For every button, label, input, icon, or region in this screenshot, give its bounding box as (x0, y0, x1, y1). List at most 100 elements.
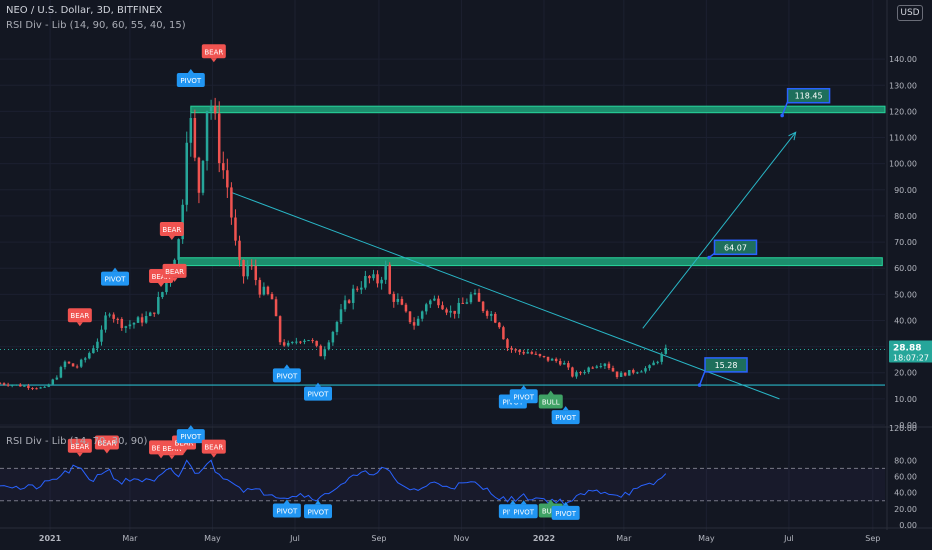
candle (282, 339, 286, 347)
bear-marker-box (67, 438, 92, 453)
candle (323, 346, 327, 360)
candle (83, 356, 87, 363)
candle (250, 259, 253, 270)
candle-body (477, 292, 481, 302)
candle-body (303, 340, 306, 342)
candle (498, 321, 501, 329)
candle (546, 356, 550, 363)
candle-body (453, 310, 456, 314)
candle-body (230, 187, 233, 218)
pivot-marker-pointer (315, 500, 322, 505)
candle (266, 285, 270, 296)
candle-body (274, 299, 278, 317)
candle (331, 330, 335, 346)
bull-marker: BULL (538, 390, 563, 409)
rsi-tick-label: 20.00 (894, 505, 917, 514)
candle (75, 364, 79, 369)
candle (420, 310, 424, 322)
candle-body (583, 372, 586, 374)
candle (477, 288, 481, 302)
candle (429, 299, 432, 308)
rsi-tick-label: 60.00 (894, 473, 917, 482)
candle (457, 297, 460, 319)
candle (2, 382, 6, 386)
pivot-marker-text: PIVOT (105, 276, 126, 284)
candle (14, 384, 18, 386)
candle (368, 275, 371, 284)
candle-body (449, 310, 452, 313)
candle (425, 302, 428, 315)
candle-body (636, 372, 639, 374)
bear-marker-pointer (210, 58, 217, 63)
candle (209, 99, 213, 120)
candle (79, 358, 83, 369)
pivot-marker: PIVOT (101, 267, 130, 286)
price-callout-anchor (697, 383, 702, 387)
candle (59, 365, 63, 379)
candle-body (368, 276, 371, 279)
candle (278, 315, 282, 345)
bull-marker-text: BULL (542, 507, 560, 515)
time-tick-label: 2022 (533, 534, 555, 543)
candle (189, 112, 193, 157)
candle-body (222, 163, 225, 171)
candle (234, 209, 237, 246)
time-tick-label: 2021 (39, 534, 62, 543)
candle-body (299, 341, 302, 343)
bull-marker-text: BULL (542, 398, 560, 406)
bear-marker-box (67, 308, 92, 323)
price-callout-anchor (780, 113, 784, 118)
rsi-tick-label: 120.00 (889, 424, 917, 433)
price-tick-label: 80.00 (894, 212, 917, 221)
candle-body (351, 288, 355, 303)
candle-body (469, 294, 473, 303)
candle-body (400, 298, 404, 305)
candle-body (615, 371, 619, 377)
candle (185, 131, 189, 212)
candle-body (404, 304, 408, 312)
bear-marker-box (162, 263, 187, 278)
candle-body (319, 345, 322, 357)
candle-body (120, 318, 124, 328)
candle-body (441, 305, 444, 310)
candle (43, 385, 46, 388)
candle (376, 270, 379, 288)
candle-body (388, 264, 391, 294)
candle-body (83, 358, 87, 360)
candle (347, 298, 351, 304)
candle-body (335, 321, 339, 332)
pivot-marker-text: PIVOT (555, 414, 576, 422)
bear-marker: BEAR (94, 435, 119, 454)
pivot-marker-text: PIVOT (555, 510, 576, 518)
candle-body (189, 118, 193, 143)
candle-body (96, 341, 99, 349)
pivot-marker-box (176, 73, 205, 88)
candle-body (429, 300, 432, 305)
candle (538, 353, 542, 358)
currency-button[interactable]: USD (897, 5, 923, 21)
candle (494, 312, 497, 324)
time-tick-label: Mar (122, 534, 138, 543)
candle-body (538, 354, 542, 356)
candle-body (75, 366, 79, 368)
rsi-band-fill (0, 468, 885, 501)
candle (124, 325, 128, 333)
candle-body (526, 352, 530, 354)
pivot-marker-pointer (562, 501, 569, 506)
candle (542, 355, 546, 359)
price-callout: 64.07 (707, 239, 758, 260)
candle (571, 366, 574, 378)
pivot-marker-pointer (187, 69, 194, 74)
pivot-marker-pointer (112, 267, 119, 272)
candle-body (372, 274, 375, 279)
candle-body (579, 372, 582, 374)
price-callout-text: 118.45 (795, 92, 823, 101)
candle-body (530, 352, 534, 354)
candle (299, 340, 302, 345)
candle (510, 345, 513, 353)
resistance-zone-2 (178, 257, 883, 267)
drawing-lines[interactable] (0, 131, 885, 400)
candle (108, 312, 111, 318)
pivot-marker-box (509, 504, 538, 519)
